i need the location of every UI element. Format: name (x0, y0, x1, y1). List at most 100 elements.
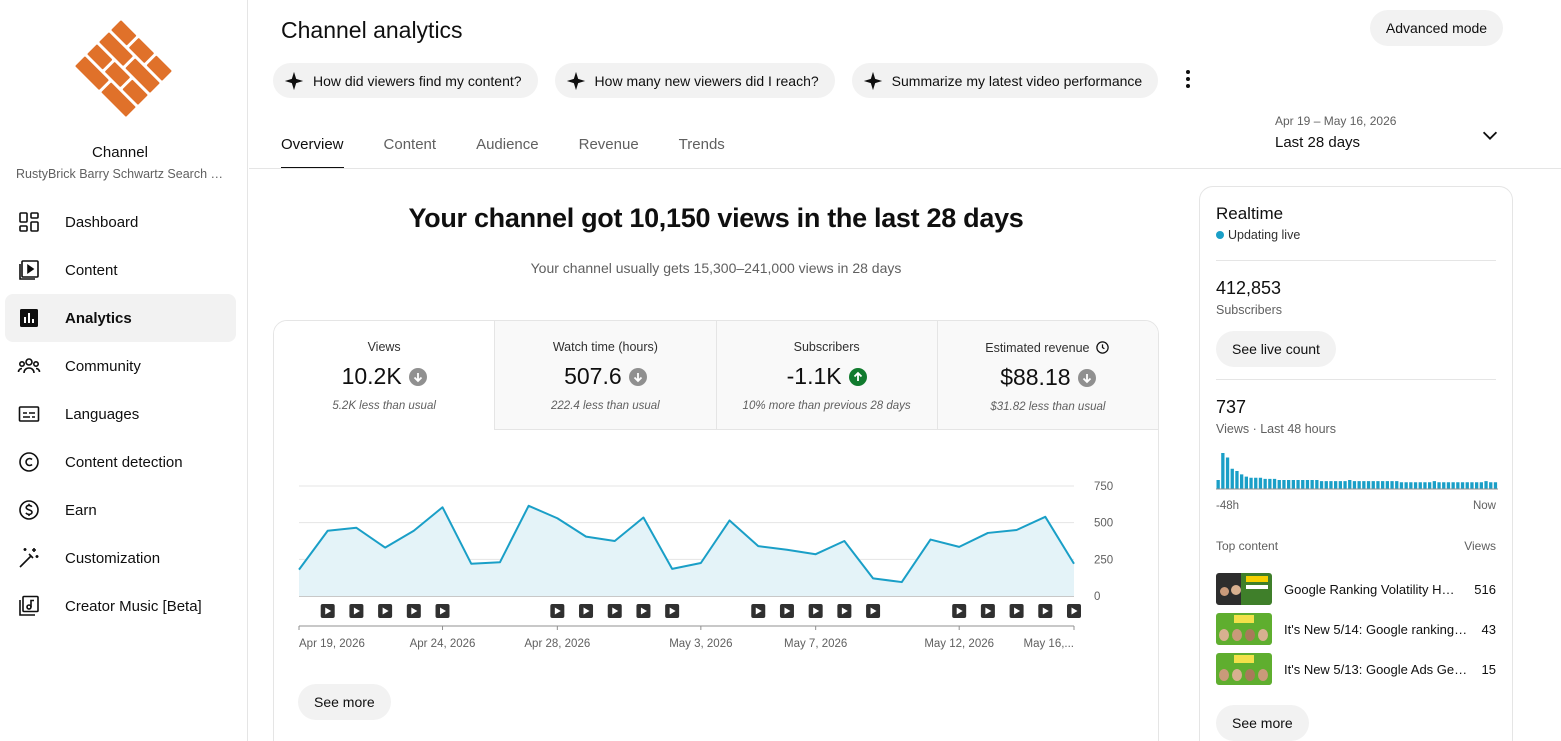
metric-views[interactable]: Views 10.2K 5.2K less than usual (274, 321, 495, 430)
spark-bar (1395, 481, 1399, 489)
sidebar-item-creator-music[interactable]: Creator Music [Beta] (5, 582, 236, 630)
sidebar-item-customization[interactable]: Customization (5, 534, 236, 582)
play-icon (813, 607, 820, 615)
spark-bar (1324, 481, 1328, 489)
arrow-down-icon (1077, 368, 1096, 387)
spark-bar (1489, 482, 1493, 489)
sidebar-item-label: Customization (65, 549, 161, 567)
spark-bar (1423, 482, 1427, 489)
arrow-down-icon (628, 367, 647, 386)
metric-subscribers[interactable]: Subscribers -1.1K 10% more than previous… (715, 321, 937, 430)
spark-bar (1493, 482, 1498, 489)
metric-title: Views (367, 340, 401, 354)
metric-title: Subscribers (793, 340, 860, 354)
overview-card: Views 10.2K 5.2K less than usual Watch t… (273, 320, 1159, 741)
sidebar-item-label: Content (65, 261, 118, 279)
views-column-label: Views (1464, 539, 1496, 553)
tab-trends[interactable]: Trends (678, 136, 725, 153)
video-thumbnail (1216, 573, 1272, 605)
spark-bar (1437, 482, 1441, 489)
spark-bar (1343, 481, 1347, 489)
spark-bar (1432, 481, 1436, 489)
play-icon (640, 607, 647, 615)
play-icon (325, 607, 332, 615)
sidebar-item-analytics[interactable]: Analytics (5, 294, 236, 342)
advanced-mode-button[interactable]: Advanced mode (1370, 10, 1503, 46)
spark-bar (1385, 481, 1389, 489)
see-more-button[interactable]: See more (298, 684, 391, 720)
suggestion-chip[interactable]: How did viewers find my content? (273, 63, 538, 98)
realtime-bar-chart[interactable] (1216, 449, 1498, 493)
metric-value: $88.18 (1000, 364, 1071, 390)
x-tick-label: May 7, 2026 (784, 638, 847, 650)
date-range-label: Last 28 days (1275, 134, 1361, 151)
divider (1216, 260, 1496, 261)
sidebar-item-label: Analytics (65, 309, 132, 327)
tab-overview[interactable]: Overview (281, 124, 344, 169)
spark-bar (1338, 481, 1342, 489)
more-options-icon[interactable] (1178, 66, 1198, 92)
magic-wand-icon (19, 548, 39, 568)
sidebar-item-label: Content detection (65, 453, 183, 471)
community-icon (17, 358, 41, 374)
top-content-item[interactable]: Google Ranking Volatility Heats Up Again… (1216, 573, 1496, 605)
top-content-item[interactable]: It's New 5/13: Google Ads Gets Smarter 1… (1216, 653, 1496, 685)
live-status: Updating live (1216, 228, 1300, 242)
spark-bar (1362, 481, 1366, 489)
spark-bar (1352, 481, 1357, 489)
sidebar-item-languages[interactable]: Languages (5, 390, 236, 438)
x-tick-label: Apr 19, 2026 (299, 638, 365, 650)
play-icon (985, 607, 992, 615)
suggestion-chip[interactable]: How many new viewers did I reach? (554, 63, 835, 98)
play-icon (411, 607, 418, 615)
metric-watch-time[interactable]: Watch time (hours) 507.6 222.4 less than… (494, 321, 716, 430)
spark-end-label: Now (1472, 500, 1496, 512)
spark-bar (1258, 477, 1263, 489)
realtime-views-label: Views · Last 48 hours (1216, 422, 1336, 436)
spark-bar (1244, 476, 1248, 489)
spark-bar (1301, 480, 1305, 489)
sidebar-item-content-detection[interactable]: Content detection (5, 438, 236, 486)
spark-bar (1399, 482, 1404, 489)
top-content-header: Top content Views (1216, 539, 1496, 553)
spark-bar (1366, 481, 1371, 489)
channel-logo[interactable] (66, 18, 176, 124)
tab-content[interactable]: Content (383, 136, 437, 153)
spark-bar (1357, 481, 1361, 489)
top-content-item[interactable]: It's New 5/14: Google ranking volatility… (1216, 613, 1496, 645)
subscribers-count: 412,853 (1216, 278, 1282, 298)
channel-title: Channel (92, 144, 148, 161)
spark-bar (1479, 482, 1483, 489)
chip-label: How many new viewers did I reach? (594, 72, 819, 89)
sidebar-item-label: Community (65, 357, 141, 375)
sidebar-item-earn[interactable]: Earn (5, 486, 236, 534)
video-views: 43 (1481, 621, 1496, 637)
area-fill (299, 505, 1074, 596)
sidebar-item-community[interactable]: Community (5, 342, 236, 390)
sidebar-item-dashboard[interactable]: Dashboard (5, 198, 236, 246)
spark-bar (1216, 480, 1220, 489)
top-content-label: Top content (1216, 539, 1279, 553)
spark-bar (1296, 480, 1300, 489)
sidebar-item-content[interactable]: Content (5, 246, 236, 294)
spark-bar (1465, 482, 1469, 489)
tab-audience[interactable]: Audience (476, 136, 539, 153)
spark-bar (1235, 471, 1239, 489)
spark-bar (1287, 480, 1291, 489)
play-icon (554, 607, 561, 615)
sparkle-icon (284, 71, 304, 90)
see-live-count-button[interactable]: See live count (1216, 331, 1336, 367)
spark-bar (1230, 468, 1234, 489)
metric-revenue[interactable]: Estimated revenue $88.18 $31.82 less tha… (936, 321, 1158, 430)
spark-bar (1451, 482, 1455, 489)
realtime-see-more-button[interactable]: See more (1216, 705, 1309, 741)
suggestion-chip[interactable]: Summarize my latest video performance (851, 63, 1159, 98)
date-range-picker[interactable]: Apr 19 – May 16, 2026 Last 28 days (1275, 114, 1505, 156)
views-chart[interactable]: 0 250 500 750 Apr 19, 2026 Apr 24, 2026 Apr 28… (274, 430, 1159, 660)
sidebar-item-label: Earn (65, 501, 97, 519)
arrow-up-icon (848, 367, 867, 386)
spark-bar (1442, 482, 1446, 489)
metric-tabs: Views 10.2K 5.2K less than usual Watch t… (274, 321, 1158, 430)
tab-revenue[interactable]: Revenue (578, 136, 639, 153)
arrow-down-icon (408, 367, 427, 386)
